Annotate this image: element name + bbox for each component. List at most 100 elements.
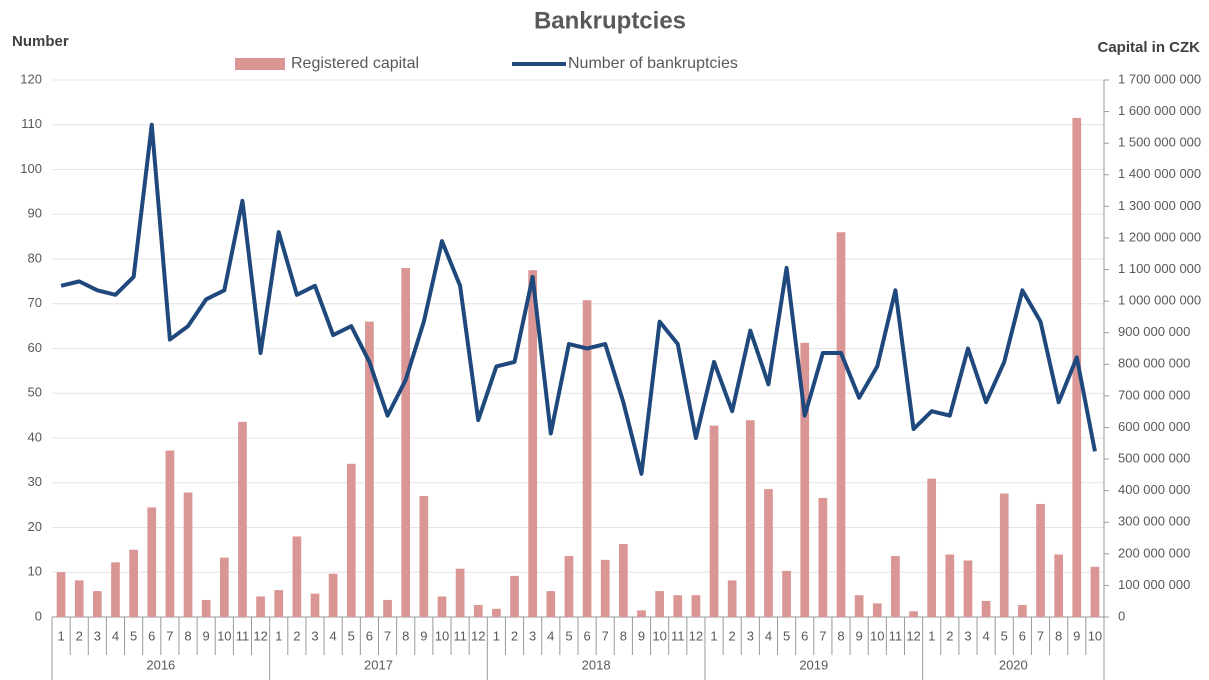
bar — [346, 463, 356, 617]
bar — [383, 599, 392, 617]
y2-tick-label: 1 300 000 000 — [1118, 198, 1201, 213]
y2-tick-label: 800 000 000 — [1118, 356, 1190, 371]
x-tick-label: 10 — [217, 628, 231, 643]
bar — [1054, 554, 1064, 617]
bar — [292, 536, 302, 617]
x-tick-label: 5 — [565, 628, 572, 643]
bar — [437, 596, 447, 617]
x-tick-label: 10 — [435, 628, 449, 643]
bar — [129, 549, 138, 617]
y2-tick-label: 1 700 000 000 — [1118, 71, 1201, 86]
x-tick-label: 9 — [420, 628, 427, 643]
legend-swatch — [235, 58, 285, 70]
bar — [455, 568, 465, 617]
bar — [473, 604, 483, 617]
bar — [691, 595, 701, 617]
x-tick-label: 8 — [184, 628, 191, 643]
bar — [981, 600, 991, 617]
y2-tick-label: 400 000 000 — [1118, 482, 1190, 497]
bar — [945, 554, 955, 617]
x-tick-label: 4 — [547, 628, 554, 643]
y2-tick-label: 1 000 000 000 — [1118, 293, 1201, 308]
bar — [256, 596, 265, 617]
bar — [836, 232, 846, 617]
x-tick-label: 3 — [747, 628, 754, 643]
x-tick-label: 1 — [493, 628, 500, 643]
bar — [238, 421, 247, 617]
bar — [727, 580, 737, 617]
bar — [709, 425, 719, 617]
x-tick-label: 4 — [112, 628, 119, 643]
bar — [927, 478, 937, 617]
y-tick-label: 40 — [28, 429, 42, 444]
y2-tick-label: 300 000 000 — [1118, 514, 1190, 529]
bar — [165, 450, 175, 617]
y2-tick-label: 1 400 000 000 — [1118, 166, 1201, 181]
bar — [1018, 604, 1027, 617]
bar — [963, 560, 973, 617]
line — [60, 122, 1097, 476]
bar — [745, 420, 755, 617]
x-tick-label: 3 — [964, 628, 971, 643]
y-tick-label: 20 — [28, 519, 42, 534]
y-tick-label: 0 — [35, 608, 42, 623]
x-tick-label: 12 — [906, 628, 920, 643]
x-tick-label: 12 — [253, 628, 267, 643]
x-tick-label: 3 — [529, 628, 536, 643]
x-tick-label: 9 — [1073, 628, 1080, 643]
x-tick-label: 11 — [671, 628, 685, 643]
x-tick-label: 1 — [57, 628, 64, 643]
bar — [854, 595, 864, 617]
bar — [492, 608, 501, 617]
x-tick-label: 5 — [130, 628, 137, 643]
y2-tick-label: 200 000 000 — [1118, 545, 1190, 560]
bar — [637, 610, 646, 617]
y2-tick-label: 700 000 000 — [1118, 387, 1190, 402]
x-tick-label: 7 — [1037, 628, 1044, 643]
bar — [891, 556, 900, 617]
bar — [528, 270, 538, 617]
y-tick-label: 10 — [28, 564, 42, 579]
y2-tick-label: 600 000 000 — [1118, 419, 1190, 434]
x-tick-label: 2 — [76, 628, 83, 643]
bar — [582, 300, 592, 617]
y2-tick-label: 0 — [1118, 608, 1125, 623]
legend-label: Number of bankruptcies — [568, 55, 738, 72]
x-tick-label: 7 — [166, 628, 173, 643]
x-tick-label: 4 — [330, 628, 337, 643]
y-tick-label: 60 — [28, 340, 42, 355]
y2-tick-label: 1 600 000 000 — [1118, 103, 1201, 118]
x-tick-label: 2 — [511, 628, 518, 643]
y2-tick-label: 1 200 000 000 — [1118, 229, 1201, 244]
x-tick-label: 7 — [819, 628, 826, 643]
bar — [818, 497, 828, 617]
x-tick-label: 5 — [348, 628, 355, 643]
bar — [909, 611, 918, 617]
year-label: 2019 — [799, 657, 828, 672]
x-tick-label: 10 — [870, 628, 884, 643]
year-label: 2020 — [999, 657, 1028, 672]
bar — [673, 595, 683, 617]
x-tick-label: 1 — [928, 628, 935, 643]
y-tick-label: 70 — [28, 295, 42, 310]
x-tick-label: 6 — [148, 628, 155, 643]
y2-axis-title: Capital in CZK — [1097, 39, 1200, 56]
bar — [56, 572, 66, 617]
x-tick-label: 10 — [1088, 628, 1102, 643]
x-tick-label: 4 — [765, 628, 772, 643]
x-tick-label: 5 — [783, 628, 790, 643]
x-tick-label: 11 — [889, 628, 903, 643]
bar — [782, 570, 791, 617]
x-tick-label: 3 — [94, 628, 101, 643]
x-tick-label: 8 — [1055, 628, 1062, 643]
x-tick-label: 4 — [982, 628, 989, 643]
bar — [365, 321, 374, 617]
x-tick-label: 6 — [366, 628, 373, 643]
year-label: 2016 — [146, 657, 175, 672]
bar — [999, 493, 1009, 617]
x-tick-label: 1 — [710, 628, 717, 643]
bar — [600, 559, 610, 617]
bar — [618, 544, 628, 617]
y-tick-label: 50 — [28, 385, 42, 400]
